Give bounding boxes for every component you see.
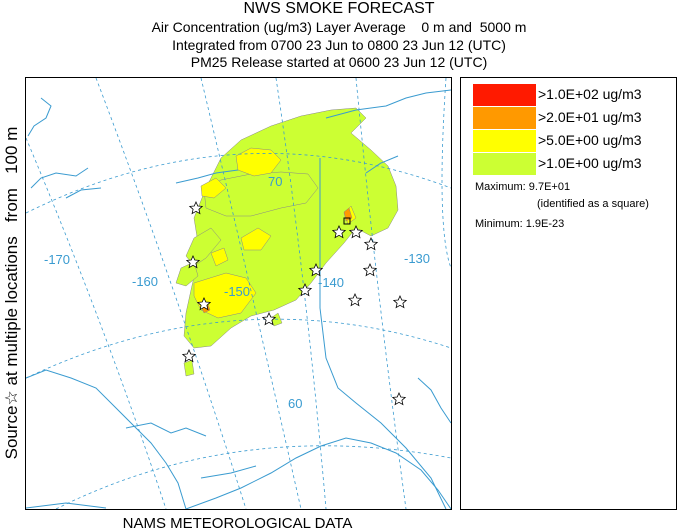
coastline (26, 89, 451, 509)
legend-label: >2.0E+01 ug/m3 (538, 109, 642, 125)
latitude-label: 60 (288, 396, 302, 411)
minimum-value: Minimum: 1.9E-23 (475, 218, 565, 230)
legend-label: >1.0E+00 ug/m3 (538, 155, 642, 171)
smoke-plume-light (175, 107, 399, 377)
legend-swatch (473, 130, 536, 152)
longitude-label: -140 (318, 275, 344, 290)
longitude-label: -130 (404, 251, 430, 266)
smoke-map: -170 -160 -150 -140 -130 70 60 (25, 77, 452, 510)
legend-swatch (473, 84, 536, 106)
longitude-label: -170 (44, 252, 70, 267)
longitude-label: -160 (132, 274, 158, 289)
source-markers (181, 201, 408, 406)
map-canvas: -170 -160 -150 -140 -130 70 60 (26, 78, 451, 509)
legend-swatch (473, 153, 536, 175)
legend-label: >1.0E+02 ug/m3 (538, 86, 642, 102)
concentration-subtitle: Air Concentration (ug/m3) Layer Average … (151, 19, 527, 35)
release-info: PM25 Release started at 0600 23 Jun 12 (… (190, 54, 488, 70)
maximum-note: (identified as a square) (537, 198, 649, 210)
forecast-title: NWS SMOKE FORECAST (243, 0, 435, 17)
border-line (319, 158, 447, 509)
maximum-value: Maximum: 9.7E+01 (475, 181, 571, 193)
source-location-label: Source☆ at multiple locations from 100 m (2, 126, 21, 460)
maximum-square (343, 217, 351, 225)
graticule (26, 78, 451, 509)
latitude-label: 70 (268, 174, 282, 189)
legend-swatch (473, 107, 536, 129)
longitude-label: -150 (224, 284, 250, 299)
legend-label: >5.0E+00 ug/m3 (538, 132, 642, 148)
data-source-label: NAMS METEOROLOGICAL DATA (122, 515, 353, 532)
integration-period: Integrated from 0700 23 Jun to 0800 23 J… (172, 37, 506, 53)
legend-panel: >1.0E+02 ug/m3 >2.0E+01 ug/m3 >5.0E+00 u… (460, 77, 677, 510)
